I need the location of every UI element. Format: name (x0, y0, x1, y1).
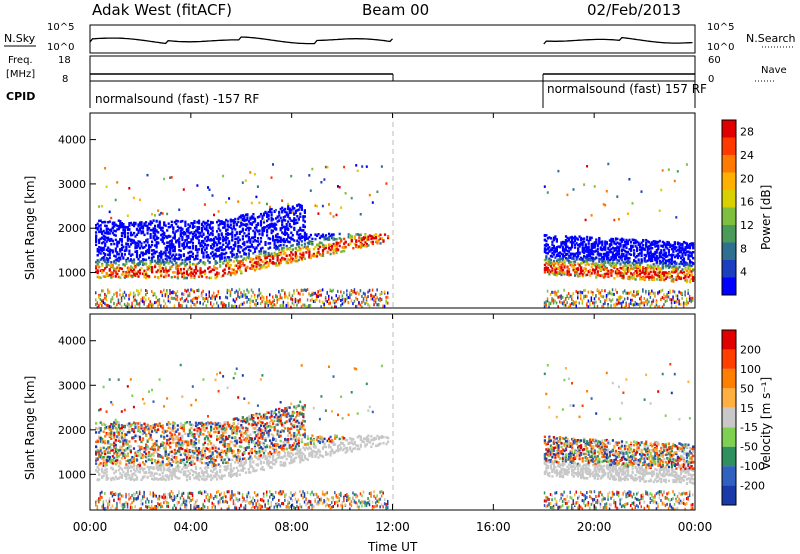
nsky-panel: N.Sky 10^5 10^0 10^5 10^0 N.Search (4, 22, 796, 54)
velocity-y-axis: 1000 2000 3000 4000 (58, 335, 96, 481)
colorbar-tick-label: -50 (740, 441, 758, 454)
colorbar-segment (722, 225, 736, 243)
x-tick-label: 00:00 (678, 520, 713, 534)
colorbar-segment (722, 120, 736, 138)
colorbar-tick-label: 100 (740, 363, 761, 376)
velocity-colorbar: 200 100 50 15 -15 -50 -100 -200 (721, 329, 765, 506)
nsky-tick-top: 10^5 (47, 22, 74, 33)
power-y-axis: 1000 2000 3000 4000 (58, 134, 96, 280)
colorbar-tick-label: 12 (740, 219, 754, 232)
x-tick-label: 04:00 (174, 520, 209, 534)
colorbar-tick-label: 8 (740, 242, 747, 255)
y-tick-label: 3000 (58, 379, 86, 392)
nave-tick-bottom: 0 (708, 74, 714, 85)
colorbar-segment (722, 446, 736, 467)
cpid-text-2: normalsound (fast) 157 RF (547, 82, 707, 96)
x-tick-label: 20:00 (577, 520, 612, 534)
colorbar-segment (722, 330, 736, 350)
beam-title: Beam 00 (362, 1, 429, 19)
colorbar-tick-label: 15 (740, 402, 754, 415)
colorbar-tick-label: 28 (740, 126, 754, 139)
y-tick-label: 4000 (58, 335, 86, 348)
cpid-text-1: normalsound (fast) -157 RF (95, 92, 259, 106)
date-title: 02/Feb/2013 (587, 1, 681, 19)
nave-label: Nave (761, 65, 787, 76)
freq-panel: Freq. [MHz] 18 8 60 0 Nave (6, 55, 787, 85)
freq-tick-bottom: 8 (62, 74, 68, 85)
velocity-ylabel: Slant Range [km] (23, 376, 37, 480)
nsky-label: N.Sky (4, 32, 36, 45)
colorbar-segment (722, 155, 736, 173)
nsky-trace-a (89, 36, 393, 45)
colorbar-segment (722, 388, 736, 408)
colorbar-tick-label: 4 (740, 266, 747, 279)
colorbar-tick-label: -200 (740, 480, 765, 493)
velocity-heatmap (95, 363, 695, 511)
colorbar-frame (721, 119, 737, 296)
station-title: Adak West (fitACF) (92, 1, 232, 19)
nsky-frame (89, 24, 696, 54)
colorbar-segment (722, 466, 736, 486)
colorbar-segment (722, 242, 736, 260)
x-tick-label: 00:00 (73, 520, 108, 534)
power-colorbar-label: Power [dB] (759, 185, 773, 250)
x-tick-label: 08:00 (274, 520, 309, 534)
power-ylabel: Slant Range [km] (23, 176, 37, 280)
y-tick-label: 1000 (58, 468, 86, 481)
cpid-label: CPID (6, 90, 35, 103)
nsky-trace-b (543, 36, 693, 45)
y-tick-label: 4000 (58, 134, 86, 147)
colorbar-segment (722, 349, 736, 369)
velocity-colorbar-label: Velocity [m s⁻¹] (759, 377, 773, 470)
colorbar-segment (722, 137, 736, 155)
colorbar-segment (722, 260, 736, 278)
cpid-panel: CPID normalsound (fast) -157 RF normalso… (6, 81, 707, 108)
nave-tick-top: 60 (708, 55, 721, 66)
nsky-tick-bottom: 10^0 (47, 42, 74, 53)
colorbar-frame (721, 329, 737, 506)
colorbar-segment (722, 207, 736, 225)
time-axis-label: Time UT (367, 540, 418, 554)
time-axis: 00:00 04:00 08:00 12:00 16:00 20:00 00:00 (73, 113, 713, 534)
colorbar-segment (722, 485, 736, 505)
colorbar-tick-label: -15 (740, 421, 758, 434)
colorbar-tick-label: 200 (740, 343, 761, 356)
colorbar-segment (722, 407, 736, 428)
colorbar-tick-label: 24 (740, 149, 754, 162)
nsearch-tick-top: 10^5 (707, 22, 734, 33)
colorbar-tick-label: 16 (740, 196, 754, 209)
y-tick-label: 1000 (58, 267, 86, 280)
colorbar-tick-label: -100 (740, 460, 765, 473)
colorbar-tick-label: 20 (740, 172, 754, 185)
velocity-panel: 1000 2000 3000 4000 Slant Range [km] 200 100… (23, 313, 773, 511)
x-tick-label: 12:00 (375, 520, 410, 534)
power-heatmap (95, 162, 695, 309)
nsearch-tick-bottom: 10^0 (707, 42, 734, 53)
x-tick-label: 16:00 (476, 520, 511, 534)
y-tick-label: 3000 (58, 178, 86, 191)
colorbar-segment (722, 172, 736, 190)
power-colorbar: 4 8 12 16 20 24 28 (721, 119, 754, 296)
nsearch-label: N.Search (746, 32, 796, 45)
freq-label-1: Freq. (8, 55, 33, 66)
colorbar-segment (722, 368, 736, 389)
freq-tick-top: 18 (58, 55, 71, 66)
y-tick-label: 2000 (58, 222, 86, 235)
y-tick-label: 2000 (58, 424, 86, 437)
colorbar-segment (722, 427, 736, 447)
colorbar-segment (722, 277, 736, 295)
freq-label-2: [MHz] (6, 69, 35, 80)
colorbar-tick-label: 50 (740, 382, 754, 395)
colorbar-segment (722, 190, 736, 208)
power-panel: 1000 2000 3000 4000 Slant Range [km] 4 8 12 16… (23, 112, 773, 309)
